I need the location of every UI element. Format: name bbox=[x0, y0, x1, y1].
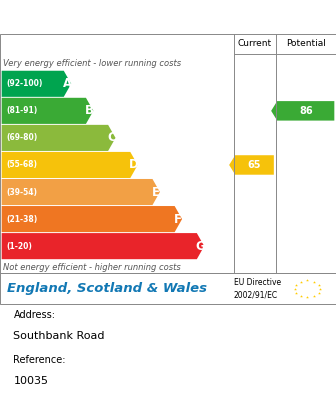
Polygon shape bbox=[2, 71, 71, 97]
Text: A: A bbox=[63, 77, 72, 90]
Text: 10035: 10035 bbox=[13, 376, 48, 386]
Text: Address:: Address: bbox=[13, 310, 55, 320]
Text: E: E bbox=[152, 186, 160, 199]
Text: G: G bbox=[196, 240, 205, 253]
Text: 86: 86 bbox=[299, 106, 312, 116]
Text: B: B bbox=[85, 104, 94, 117]
Text: Southbank Road: Southbank Road bbox=[13, 331, 105, 341]
Text: Current: Current bbox=[238, 39, 271, 48]
Text: England, Scotland & Wales: England, Scotland & Wales bbox=[7, 282, 207, 295]
Polygon shape bbox=[2, 233, 204, 259]
Text: Reference:: Reference: bbox=[13, 356, 66, 365]
Text: Potential: Potential bbox=[286, 39, 326, 48]
Polygon shape bbox=[2, 152, 138, 178]
Polygon shape bbox=[271, 101, 334, 120]
Text: 65: 65 bbox=[248, 160, 261, 170]
Polygon shape bbox=[2, 179, 160, 205]
Text: (21-38): (21-38) bbox=[7, 214, 38, 224]
Text: F: F bbox=[174, 213, 182, 226]
Text: (69-80): (69-80) bbox=[7, 134, 38, 143]
Text: (39-54): (39-54) bbox=[7, 188, 38, 197]
Text: C: C bbox=[108, 132, 116, 145]
Text: (92-100): (92-100) bbox=[7, 79, 43, 88]
Polygon shape bbox=[2, 125, 116, 151]
Text: (81-91): (81-91) bbox=[7, 106, 38, 115]
Text: Very energy efficient - lower running costs: Very energy efficient - lower running co… bbox=[3, 59, 181, 68]
Polygon shape bbox=[2, 98, 93, 124]
Text: D: D bbox=[129, 158, 139, 171]
Text: Energy Efficiency Rating: Energy Efficiency Rating bbox=[53, 8, 283, 26]
Text: (1-20): (1-20) bbox=[7, 242, 33, 251]
Polygon shape bbox=[229, 155, 274, 175]
Text: EU Directive
2002/91/EC: EU Directive 2002/91/EC bbox=[234, 278, 281, 299]
Polygon shape bbox=[2, 206, 182, 232]
Text: (55-68): (55-68) bbox=[7, 160, 38, 169]
Text: Not energy efficient - higher running costs: Not energy efficient - higher running co… bbox=[3, 263, 181, 272]
